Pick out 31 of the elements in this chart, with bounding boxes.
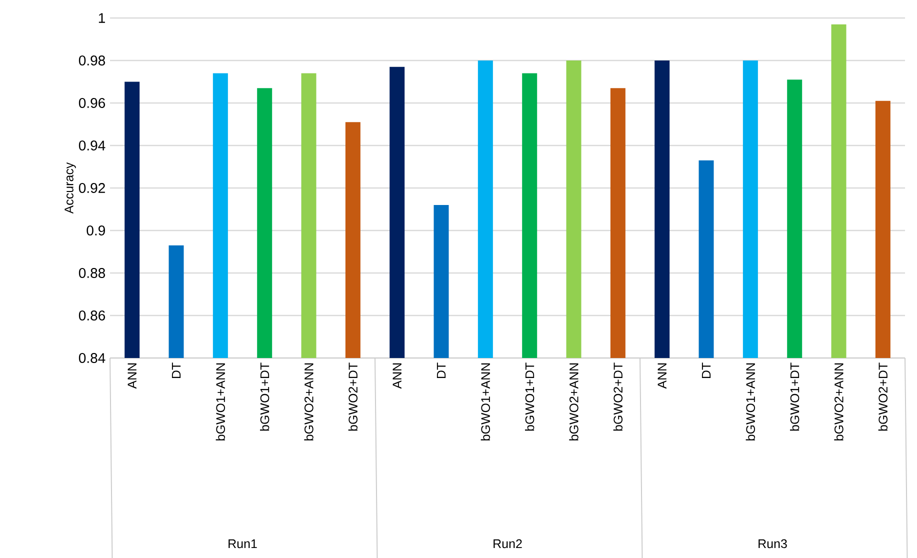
text: Run2 — [494, 539, 522, 548]
x-tick-label: bGWO2+DT — [878, 362, 888, 431]
x-tick-label: DT — [702, 362, 711, 378]
y-tick-label: 0.84 — [78, 353, 106, 363]
x-tick-label: bGWO1+ANN — [746, 363, 756, 440]
x-tick-label: ANN — [392, 363, 402, 389]
x-tick-label: bGWO2+ANN — [304, 363, 314, 440]
y-tick-label: 0.86 — [78, 310, 106, 320]
x-tick-label: ANN — [658, 363, 666, 389]
x-tick-label: bGWO2+DT — [613, 362, 623, 431]
x-tick-label: bGWO1+ANN — [216, 363, 226, 440]
text: Run3 — [758, 539, 787, 548]
x-tick-label: bGWO1+DT — [260, 362, 270, 431]
y-tick-label: 0.92 — [78, 183, 105, 193]
x-tick-label: DT — [436, 362, 446, 378]
y-tick-label: 0.9 — [86, 226, 105, 236]
x-tick-label: bGWO2+ANN — [834, 363, 844, 440]
x-tick-label: DT — [172, 362, 181, 378]
x-tick-label: bGWO1+DT — [790, 362, 800, 431]
x-tick-label: bGWO2+ANN — [569, 363, 578, 440]
y-tick-label: 0.88 — [78, 268, 106, 278]
x-tick-label: bGWO2+DT — [348, 362, 358, 431]
y-tick-label: 0.96 — [78, 98, 106, 108]
y-tick-label: 0.94 — [78, 140, 106, 150]
x-tick-label: bGWO1+ANN — [480, 363, 490, 440]
text: Run1 — [228, 539, 257, 548]
y-tick-label: 0.98 — [78, 56, 106, 66]
x-tick-label: bGWO1+DT — [525, 362, 534, 431]
y-tick-label: 1 — [98, 13, 105, 23]
y-axis-title: Accuracy — [64, 162, 76, 214]
x-tick-label: ANN — [128, 363, 136, 389]
